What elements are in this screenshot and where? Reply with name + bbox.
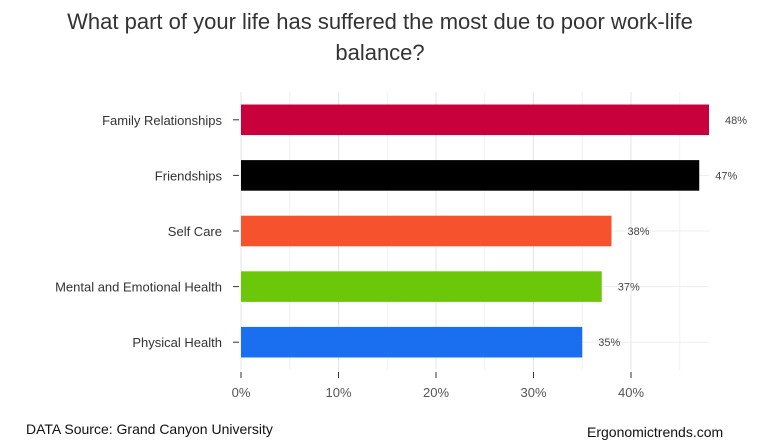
site-credit: Ergonomictrends.com (587, 424, 724, 440)
bar-friendships (241, 160, 700, 191)
category-label: Mental and Emotional Health (55, 280, 222, 295)
data-label: 47% (715, 170, 737, 182)
data-label: 48% (725, 115, 747, 127)
x-tick-label: 0% (232, 385, 251, 400)
bar-physical-health (241, 326, 583, 358)
x-tick-label: 20% (423, 385, 449, 400)
bar-self-care (241, 215, 612, 247)
category-label: Family Relationships (102, 113, 222, 128)
data-label: 35% (598, 337, 620, 349)
axes (233, 119, 632, 378)
chart-title: What part of your life has suffered the … (67, 9, 693, 65)
data-label: 37% (618, 282, 640, 294)
bar-mental-and-emotional-health (241, 271, 602, 302)
category-label: Self Care (168, 224, 222, 239)
bars (241, 104, 709, 358)
x-tick-label: 40% (618, 385, 644, 400)
labels: 48% Family Relationships 47% Friendships 38%… (55, 113, 747, 400)
category-label: Friendships (155, 168, 223, 183)
category-label: Physical Health (132, 335, 222, 350)
bar-family-relationships (241, 104, 709, 136)
x-tick-label: 10% (325, 385, 351, 400)
data-label: 38% (628, 226, 650, 238)
data-source: DATA Source: Grand Canyon University (26, 421, 273, 437)
x-tick-label: 30% (520, 385, 546, 400)
